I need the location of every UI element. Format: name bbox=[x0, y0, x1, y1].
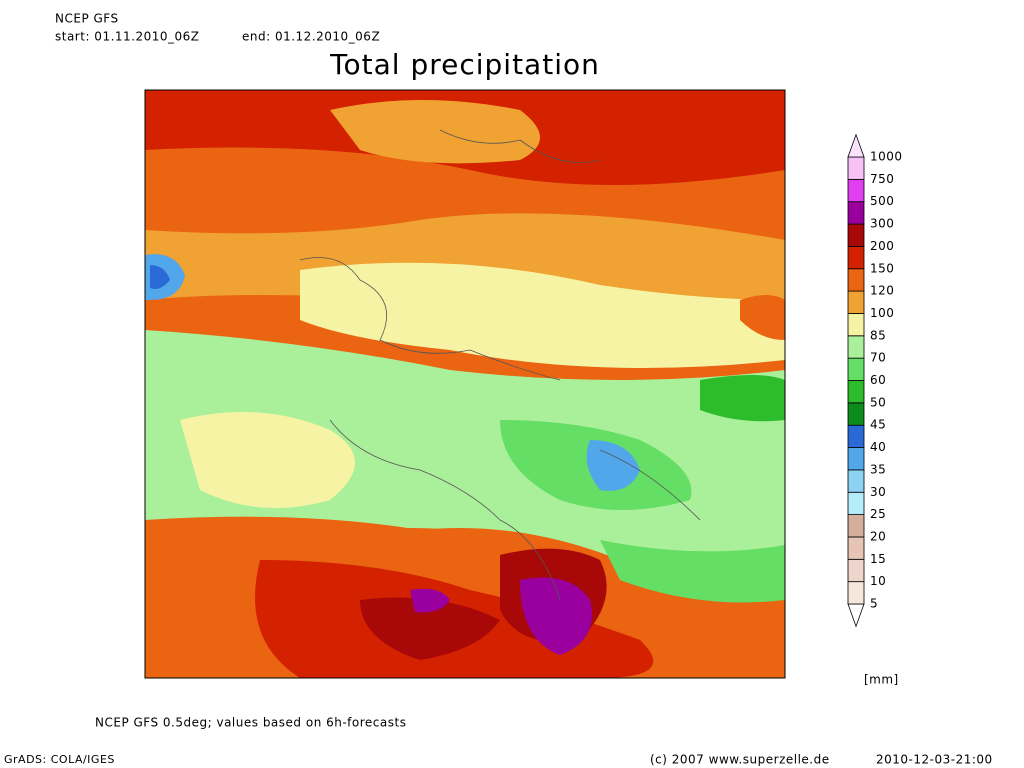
colorbar-label: 60 bbox=[870, 373, 886, 387]
footnote: NCEP GFS 0.5deg; values based on 6h-fore… bbox=[95, 716, 406, 730]
colorbar-label: 750 bbox=[870, 172, 894, 186]
colorbar-label: 45 bbox=[870, 418, 886, 432]
colorbar-box bbox=[847, 201, 865, 225]
colorbar-box bbox=[847, 290, 865, 314]
colorbar-label: 1000 bbox=[870, 150, 903, 164]
colorbar-label: 30 bbox=[870, 485, 886, 499]
colorbar-label: 35 bbox=[870, 462, 886, 476]
colorbar-box bbox=[847, 357, 865, 381]
colorbar-label: 10 bbox=[870, 574, 886, 588]
colorbar-label: 50 bbox=[870, 395, 886, 409]
colorbar-box bbox=[847, 491, 865, 516]
colorbar-box bbox=[847, 536, 865, 560]
colorbar-box bbox=[847, 335, 865, 359]
start-label: start: 01.11.2010_06Z bbox=[55, 30, 200, 44]
colorbar-box bbox=[847, 424, 865, 448]
colorbar-end bbox=[847, 603, 865, 628]
coastlines bbox=[299, 129, 701, 601]
colorbar-box bbox=[847, 268, 865, 292]
precipitation-map bbox=[145, 90, 785, 678]
colorbar-label: 25 bbox=[870, 507, 886, 521]
copyright: (c) 2007 www.superzelle.de bbox=[650, 753, 830, 767]
colorbar-label: 85 bbox=[870, 328, 886, 342]
colorbar-label: 70 bbox=[870, 351, 886, 365]
colorbar-box bbox=[847, 156, 865, 180]
colorbar-box bbox=[847, 469, 865, 493]
colorbar-label: 15 bbox=[870, 552, 886, 566]
timestamp: 2010-12-03-21:00 bbox=[876, 753, 993, 767]
title: Total precipitation bbox=[329, 48, 600, 81]
map-frame bbox=[144, 89, 786, 679]
colorbar-label: 300 bbox=[870, 217, 894, 231]
end-label: end: 01.12.2010_06Z bbox=[242, 30, 380, 44]
colorbar: 5 10 15 20 25 30 35 40 45 50 60 70 85 100 120 150 200 300… bbox=[847, 133, 903, 628]
colorbar-box bbox=[847, 313, 865, 337]
colorbar-label: 150 bbox=[870, 261, 894, 275]
colorbar-label: 5 bbox=[870, 597, 878, 611]
software-label: GrADS: COLA/IGES bbox=[4, 753, 115, 766]
model-label: NCEP GFS bbox=[55, 12, 119, 26]
colorbar-box bbox=[847, 514, 865, 538]
colorbar-end bbox=[847, 133, 865, 158]
colorbar-box bbox=[847, 558, 865, 583]
colorbar-box bbox=[847, 380, 865, 404]
colorbar-box bbox=[847, 581, 865, 605]
colorbar-label: 120 bbox=[870, 284, 894, 298]
unit-label: [mm] bbox=[864, 673, 899, 687]
colorbar-label: 500 bbox=[870, 194, 894, 208]
colorbar-label: 200 bbox=[870, 239, 894, 253]
colorbar-box bbox=[847, 447, 865, 471]
colorbar-label: 100 bbox=[870, 306, 894, 320]
colorbar-box bbox=[847, 178, 865, 203]
colorbar-box bbox=[847, 245, 865, 270]
colorbar-label: 20 bbox=[870, 529, 886, 543]
colorbar-box bbox=[847, 402, 865, 426]
colorbar-label: 40 bbox=[870, 440, 886, 454]
colorbar-box bbox=[847, 223, 865, 247]
